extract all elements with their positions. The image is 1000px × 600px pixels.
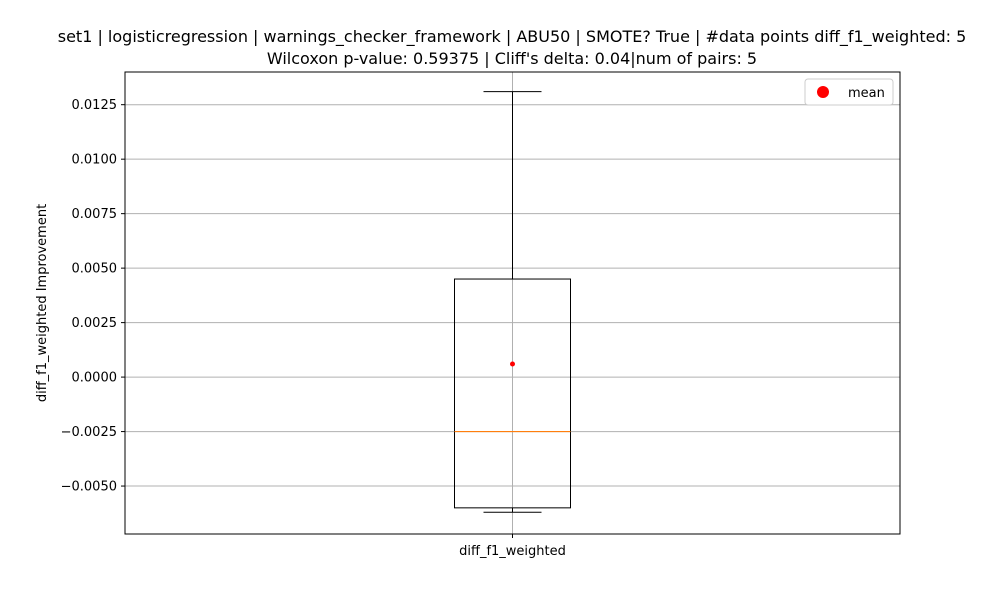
mean-marker xyxy=(510,361,515,367)
chart-title-line2: Wilcoxon p-value: 0.59375 | Cliff's delt… xyxy=(267,49,757,68)
legend-frame xyxy=(804,78,894,106)
y-tick-label: 0.0100 xyxy=(72,153,118,168)
x-tick-label: diff_f1_weighted xyxy=(459,544,566,559)
y-tick-label: 0.0000 xyxy=(72,371,118,386)
x-axis-ticks: diff_f1_weighted xyxy=(459,534,566,559)
legend-label-mean: mean xyxy=(848,86,885,101)
iqr-box xyxy=(454,278,571,509)
y-tick-label: 0.0025 xyxy=(72,316,118,331)
legend-mean-marker xyxy=(817,86,829,98)
y-axis-ticks: −0.0050 −0.0025 0.0000 0.0025 0.0050 0.0075 0.… xyxy=(61,98,125,495)
y-axis-label: diff_f1_weighted Improvement xyxy=(35,204,50,402)
y-tick-label: −0.0025 xyxy=(61,425,117,440)
legend: mean xyxy=(804,78,894,106)
y-tick-label: 0.0075 xyxy=(72,207,118,222)
boxplot-layer xyxy=(454,91,571,513)
y-tick-label: 0.0050 xyxy=(72,262,118,277)
y-tick-label: −0.0050 xyxy=(61,480,117,495)
chart-title-line1: set1 | logisticregression | warnings_che… xyxy=(58,27,967,47)
y-tick-label: 0.0125 xyxy=(72,98,118,113)
